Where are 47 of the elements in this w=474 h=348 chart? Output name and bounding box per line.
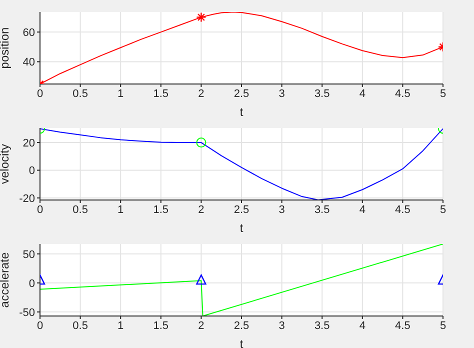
- x-tick-label: 0.5: [72, 320, 88, 332]
- x-tick-label: 5: [440, 204, 446, 216]
- x-axis-title: t: [240, 221, 244, 235]
- y-axis-title: accelerate: [0, 252, 12, 308]
- x-tick-label: 1.5: [153, 204, 169, 216]
- x-tick-label: 4.5: [395, 88, 410, 100]
- x-tick-label: 4.5: [395, 204, 410, 216]
- x-axis-title: t: [240, 337, 244, 348]
- x-tick-label: 4: [359, 204, 366, 216]
- x-tick-label: 2: [198, 320, 204, 332]
- x-tick-label: 0: [36, 320, 44, 332]
- x-tick-label: 3.5: [314, 88, 330, 100]
- y-tick-label: -50: [19, 306, 35, 319]
- x-tick-label: 3: [278, 88, 285, 100]
- x-tick-label: 2: [198, 88, 204, 100]
- x-tick-label: 1: [118, 320, 124, 332]
- x-tick-label: 3: [278, 204, 285, 216]
- y-axis-title: velocity: [0, 144, 12, 184]
- x-tick-label: 0: [36, 88, 44, 100]
- x-tick-label: 2.5: [234, 204, 250, 216]
- x-tick-label: 0.5: [72, 204, 88, 216]
- y-tick-label: 0: [28, 278, 35, 290]
- x-tick-label: 3.5: [314, 204, 330, 216]
- x-tick-label: 4.5: [395, 320, 410, 332]
- x-tick-label: 1.5: [153, 88, 169, 100]
- x-axis-title: t: [240, 105, 244, 119]
- x-tick-label: 0: [36, 204, 44, 216]
- y-tick-label: 20: [22, 137, 35, 150]
- x-tick-label: 5: [440, 88, 446, 100]
- x-tick-label: 4: [359, 88, 366, 100]
- y-tick-label: 60: [22, 26, 35, 39]
- x-tick-label: 3: [278, 320, 285, 332]
- y-tick-label: 0: [28, 165, 35, 178]
- x-tick-label: 1: [118, 88, 124, 100]
- x-tick-label: 0.5: [72, 88, 88, 100]
- x-tick-label: 5: [440, 320, 446, 332]
- x-tick-label: 2.5: [234, 320, 250, 332]
- x-tick-label: 1: [118, 204, 124, 216]
- y-axis-title: position: [0, 27, 12, 69]
- y-tick-label: 50: [22, 248, 35, 261]
- x-tick-label: 2.5: [234, 88, 250, 100]
- x-tick-label: 2: [198, 204, 204, 216]
- y-tick-label: 40: [22, 56, 35, 69]
- x-tick-label: 4: [359, 320, 366, 332]
- x-tick-label: 1.5: [153, 320, 169, 332]
- y-tick-label: -20: [19, 192, 35, 205]
- x-tick-label: 3.5: [314, 320, 330, 332]
